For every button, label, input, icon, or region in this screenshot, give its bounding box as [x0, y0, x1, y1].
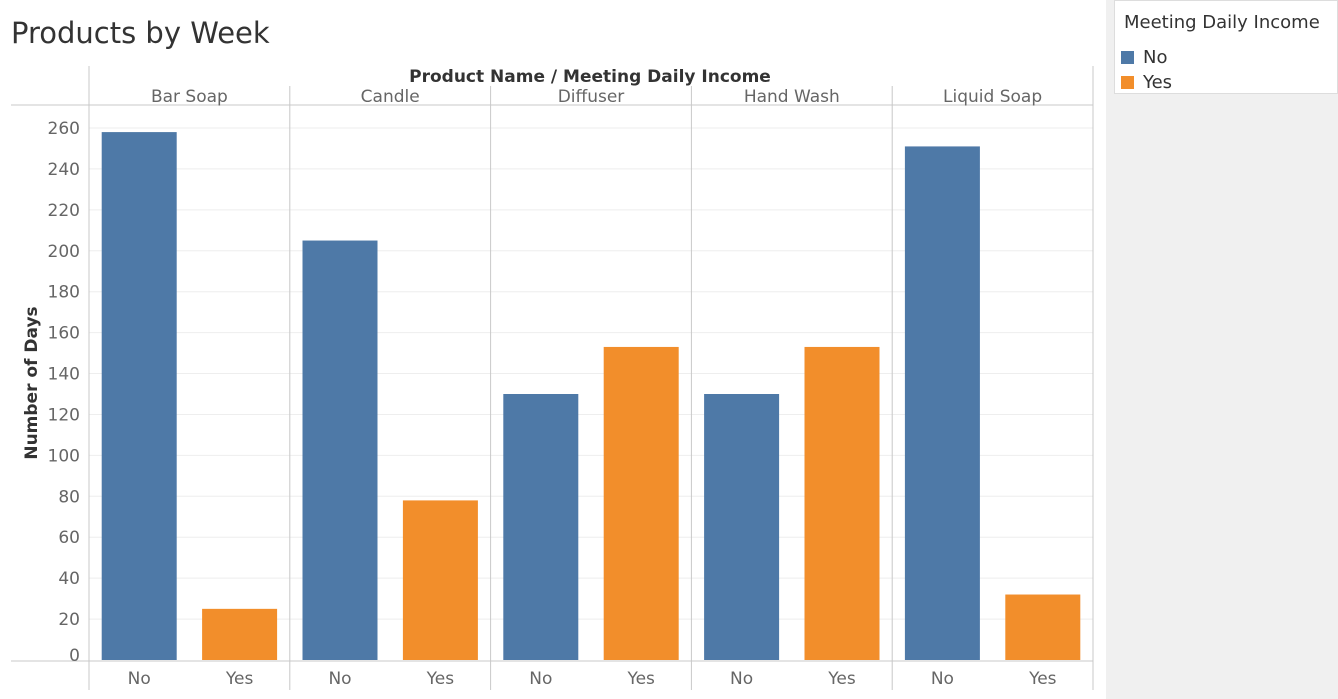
- category-header: Liquid Soap: [943, 87, 1042, 107]
- y-tick-label: 120: [48, 405, 80, 425]
- category-header: Bar Soap: [151, 87, 228, 107]
- x-tick-label: Yes: [1028, 669, 1057, 689]
- bar-bar-soap-yes[interactable]: [202, 608, 278, 660]
- y-tick-label: 40: [58, 569, 80, 589]
- chart-frame: [11, 66, 1094, 690]
- y-tick-label: 20: [58, 610, 80, 630]
- category-headers: Bar Soap Candle Diffuser Hand Wash Liquid So…: [151, 87, 1042, 107]
- x-tick-label: Yes: [426, 669, 455, 689]
- x-tick-label: Yes: [626, 669, 655, 689]
- bar-diffuser-yes[interactable]: [603, 346, 679, 660]
- y-tick-label: 220: [48, 201, 80, 221]
- x-tick-label: No: [931, 669, 954, 689]
- legend-label-yes: Yes: [1143, 71, 1173, 93]
- x-tick-label: Yes: [225, 669, 254, 689]
- x-axis-ticks: No Yes No Yes No Yes No Yes No Yes: [128, 669, 1057, 689]
- right-panel: [1106, 0, 1338, 699]
- category-header: Diffuser: [558, 87, 625, 107]
- y-tick-label: 140: [48, 365, 80, 385]
- bar-candle-no[interactable]: [302, 240, 378, 661]
- bar-liquid-soap-no[interactable]: [904, 146, 980, 660]
- y-tick-label: 0: [69, 646, 80, 666]
- y-tick-label: 200: [48, 242, 80, 262]
- bar-hand-wash-yes[interactable]: [804, 346, 880, 660]
- y-axis-ticks: 0 20 40 60 80 100 120 140 160 180 200 220 240 260: [48, 119, 80, 666]
- y-tick-label: 80: [58, 487, 80, 507]
- y-tick-label: 240: [48, 160, 80, 180]
- legend: Meeting Daily Income No Yes: [1114, 0, 1338, 94]
- x-tick-label: No: [128, 669, 151, 689]
- bar-hand-wash-no[interactable]: [704, 394, 780, 660]
- x-tick-label: No: [730, 669, 753, 689]
- y-tick-label: 60: [58, 528, 80, 548]
- bar-chart: Product Name / Meeting Daily Income Numb…: [11, 66, 1094, 690]
- header-label: Product Name / Meeting Daily Income: [409, 67, 771, 87]
- y-tick-label: 260: [48, 119, 80, 139]
- bar-liquid-soap-yes[interactable]: [1005, 594, 1081, 660]
- bar-candle-yes[interactable]: [402, 500, 478, 660]
- bar-bar-soap-no[interactable]: [101, 132, 177, 661]
- y-axis-label: Number of Days: [22, 306, 42, 459]
- legend-label-no: No: [1143, 46, 1168, 68]
- legend-item-no[interactable]: No: [1121, 46, 1168, 68]
- y-tick-label: 160: [48, 324, 80, 344]
- category-header: Hand Wash: [744, 87, 840, 107]
- y-tick-label: 100: [48, 446, 80, 466]
- x-tick-label: Yes: [827, 669, 856, 689]
- bar-diffuser-no[interactable]: [503, 394, 579, 660]
- page-title: Products by Week: [11, 16, 270, 50]
- y-tick-label: 180: [48, 283, 80, 303]
- legend-swatch-yes: [1121, 75, 1134, 89]
- legend-item-yes[interactable]: Yes: [1121, 71, 1173, 93]
- x-tick-label: No: [529, 669, 552, 689]
- legend-swatch-no: [1121, 50, 1134, 64]
- bars: [101, 132, 1081, 661]
- category-header: Candle: [361, 87, 420, 107]
- x-tick-label: No: [328, 669, 351, 689]
- legend-title: Meeting Daily Income: [1124, 12, 1320, 33]
